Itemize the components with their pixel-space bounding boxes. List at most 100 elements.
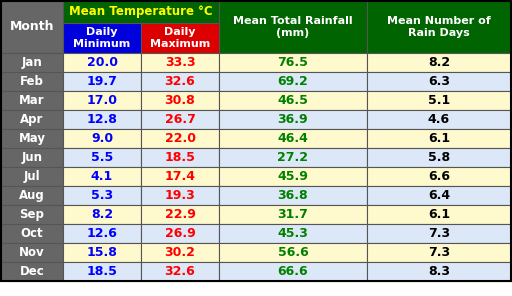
Text: Mean Number of
Rain Days: Mean Number of Rain Days <box>387 16 491 38</box>
Text: Mean Total Rainfall
(mm): Mean Total Rainfall (mm) <box>233 16 353 38</box>
Bar <box>1 110 63 129</box>
Text: 32.6: 32.6 <box>165 265 196 278</box>
Text: Jul: Jul <box>24 170 40 183</box>
Text: 32.6: 32.6 <box>165 75 196 88</box>
Bar <box>63 167 141 186</box>
Bar <box>63 72 141 91</box>
Bar <box>219 262 367 281</box>
Bar <box>219 110 367 129</box>
Text: 8.2: 8.2 <box>91 208 113 221</box>
Bar <box>63 205 141 224</box>
Bar <box>367 262 511 281</box>
Bar <box>63 148 141 167</box>
Text: Mean Temperature °C: Mean Temperature °C <box>69 6 213 18</box>
Bar <box>141 53 219 72</box>
Bar <box>367 243 511 262</box>
Text: May: May <box>18 132 46 145</box>
Bar <box>141 23 219 53</box>
Bar <box>141 262 219 281</box>
Bar <box>367 224 511 243</box>
Text: 46.4: 46.4 <box>278 132 308 145</box>
Bar <box>141 167 219 186</box>
Text: 15.8: 15.8 <box>87 246 117 259</box>
Text: Jan: Jan <box>22 56 42 69</box>
Bar <box>219 243 367 262</box>
Text: 6.1: 6.1 <box>428 208 450 221</box>
Text: 7.3: 7.3 <box>428 227 450 240</box>
Bar <box>63 1 219 23</box>
Bar <box>367 148 511 167</box>
Bar <box>1 243 63 262</box>
Text: Feb: Feb <box>20 75 44 88</box>
Text: 12.8: 12.8 <box>87 113 117 126</box>
Text: 33.3: 33.3 <box>165 56 195 69</box>
Text: 26.7: 26.7 <box>164 113 196 126</box>
Bar <box>141 224 219 243</box>
Bar <box>63 53 141 72</box>
Text: 6.6: 6.6 <box>428 170 450 183</box>
Text: 17.0: 17.0 <box>87 94 117 107</box>
Bar <box>367 53 511 72</box>
Text: 27.2: 27.2 <box>278 151 309 164</box>
Bar <box>219 205 367 224</box>
Bar <box>1 91 63 110</box>
Text: Aug: Aug <box>19 189 45 202</box>
Text: 46.5: 46.5 <box>278 94 308 107</box>
Bar <box>63 23 141 53</box>
Bar <box>1 262 63 281</box>
Bar <box>1 1 63 53</box>
Bar <box>1 53 63 72</box>
Bar <box>63 186 141 205</box>
Text: 22.9: 22.9 <box>164 208 196 221</box>
Text: 69.2: 69.2 <box>278 75 308 88</box>
Text: 5.3: 5.3 <box>91 189 113 202</box>
Bar <box>367 110 511 129</box>
Text: 6.4: 6.4 <box>428 189 450 202</box>
Bar <box>367 91 511 110</box>
Bar <box>141 110 219 129</box>
Text: 66.6: 66.6 <box>278 265 308 278</box>
Bar <box>219 167 367 186</box>
Text: Jun: Jun <box>22 151 42 164</box>
Bar <box>1 167 63 186</box>
Text: Daily
Maximum: Daily Maximum <box>150 27 210 49</box>
Bar <box>367 205 511 224</box>
Text: Dec: Dec <box>19 265 45 278</box>
Text: Daily
Minimum: Daily Minimum <box>73 27 131 49</box>
Bar <box>63 224 141 243</box>
Bar <box>63 262 141 281</box>
Bar <box>367 186 511 205</box>
Bar <box>219 53 367 72</box>
Bar <box>141 186 219 205</box>
Text: 19.3: 19.3 <box>165 189 196 202</box>
Text: 76.5: 76.5 <box>278 56 308 69</box>
Text: 26.9: 26.9 <box>165 227 196 240</box>
Text: 6.3: 6.3 <box>428 75 450 88</box>
Bar <box>367 167 511 186</box>
Bar <box>219 186 367 205</box>
Text: Sep: Sep <box>19 208 45 221</box>
Text: 8.3: 8.3 <box>428 265 450 278</box>
Text: 30.8: 30.8 <box>165 94 196 107</box>
Text: 5.1: 5.1 <box>428 94 450 107</box>
Text: 4.1: 4.1 <box>91 170 113 183</box>
Bar <box>1 205 63 224</box>
Bar <box>219 1 367 53</box>
Bar <box>1 148 63 167</box>
Text: 30.2: 30.2 <box>164 246 196 259</box>
Text: 45.9: 45.9 <box>278 170 308 183</box>
Bar <box>219 129 367 148</box>
Bar <box>219 224 367 243</box>
Text: 20.0: 20.0 <box>87 56 117 69</box>
Text: Oct: Oct <box>20 227 44 240</box>
Text: 31.7: 31.7 <box>278 208 308 221</box>
Text: 5.5: 5.5 <box>91 151 113 164</box>
Bar <box>141 243 219 262</box>
Text: Month: Month <box>10 20 54 33</box>
Bar <box>367 129 511 148</box>
Bar <box>63 243 141 262</box>
Text: Nov: Nov <box>19 246 45 259</box>
Bar <box>1 72 63 91</box>
Bar <box>63 129 141 148</box>
Bar <box>367 72 511 91</box>
